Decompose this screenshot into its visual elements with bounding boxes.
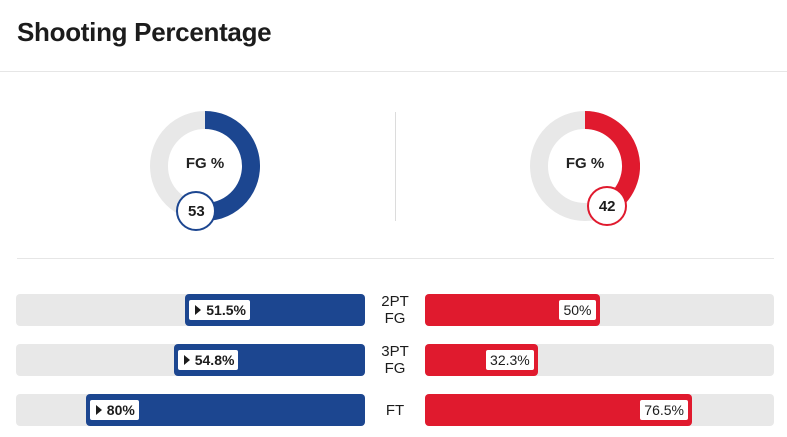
away-fg-value-badge: 42	[587, 186, 628, 227]
stat-row-label: FT	[366, 402, 424, 419]
leader-arrow-icon	[95, 405, 102, 415]
home-bar-value-text: 80%	[106, 402, 135, 418]
leader-arrow-icon	[183, 355, 190, 365]
stat-row-label: 2PT FG	[366, 293, 424, 327]
away-bar-value: 32.3%	[484, 348, 536, 372]
stat-row-label-line: FG	[384, 310, 406, 327]
page-title: Shooting Percentage	[17, 17, 272, 47]
stat-row-label-line: 2PT	[381, 293, 409, 310]
home-donut-arc	[194, 111, 260, 221]
away-bar-value: 76.5%	[638, 398, 690, 422]
stat-row-label-line: FT	[385, 401, 405, 419]
stat-row-label-line: 3PT	[381, 343, 409, 360]
away-bar-value-text: 50%	[563, 302, 592, 318]
home-fg-value-badge: 53	[176, 191, 217, 232]
home-bar-value-text: 51.5%	[206, 302, 246, 318]
home-bar-value: 80%	[87, 398, 141, 422]
leader-arrow-icon	[195, 305, 202, 315]
home-bar-value: 54.8%	[175, 348, 241, 372]
home-bar-track: 51.5%	[16, 294, 365, 326]
home-donut-center-label: FG %	[185, 155, 225, 172]
stat-row-label: 3PT FG	[366, 343, 424, 377]
away-bar-track: 50%	[425, 294, 774, 326]
away-donut-center-label: FG %	[565, 155, 605, 172]
away-bar-value: 50%	[557, 298, 598, 322]
stat-row-label-line: FG	[384, 360, 406, 377]
section-divider	[17, 258, 774, 259]
away-bar-track: 76.5%	[425, 394, 774, 426]
header-divider	[0, 71, 787, 72]
team-divider	[395, 112, 396, 221]
home-bar-value-text: 54.8%	[194, 352, 235, 368]
away-bar-track: 32.3%	[425, 344, 774, 376]
away-bar-value-text: 32.3%	[490, 352, 530, 368]
home-bar-track: 54.8%	[16, 344, 365, 376]
home-bar-track: 80%	[16, 394, 365, 426]
away-bar-value-text: 76.5%	[644, 402, 684, 418]
home-bar-value: 51.5%	[187, 298, 252, 322]
